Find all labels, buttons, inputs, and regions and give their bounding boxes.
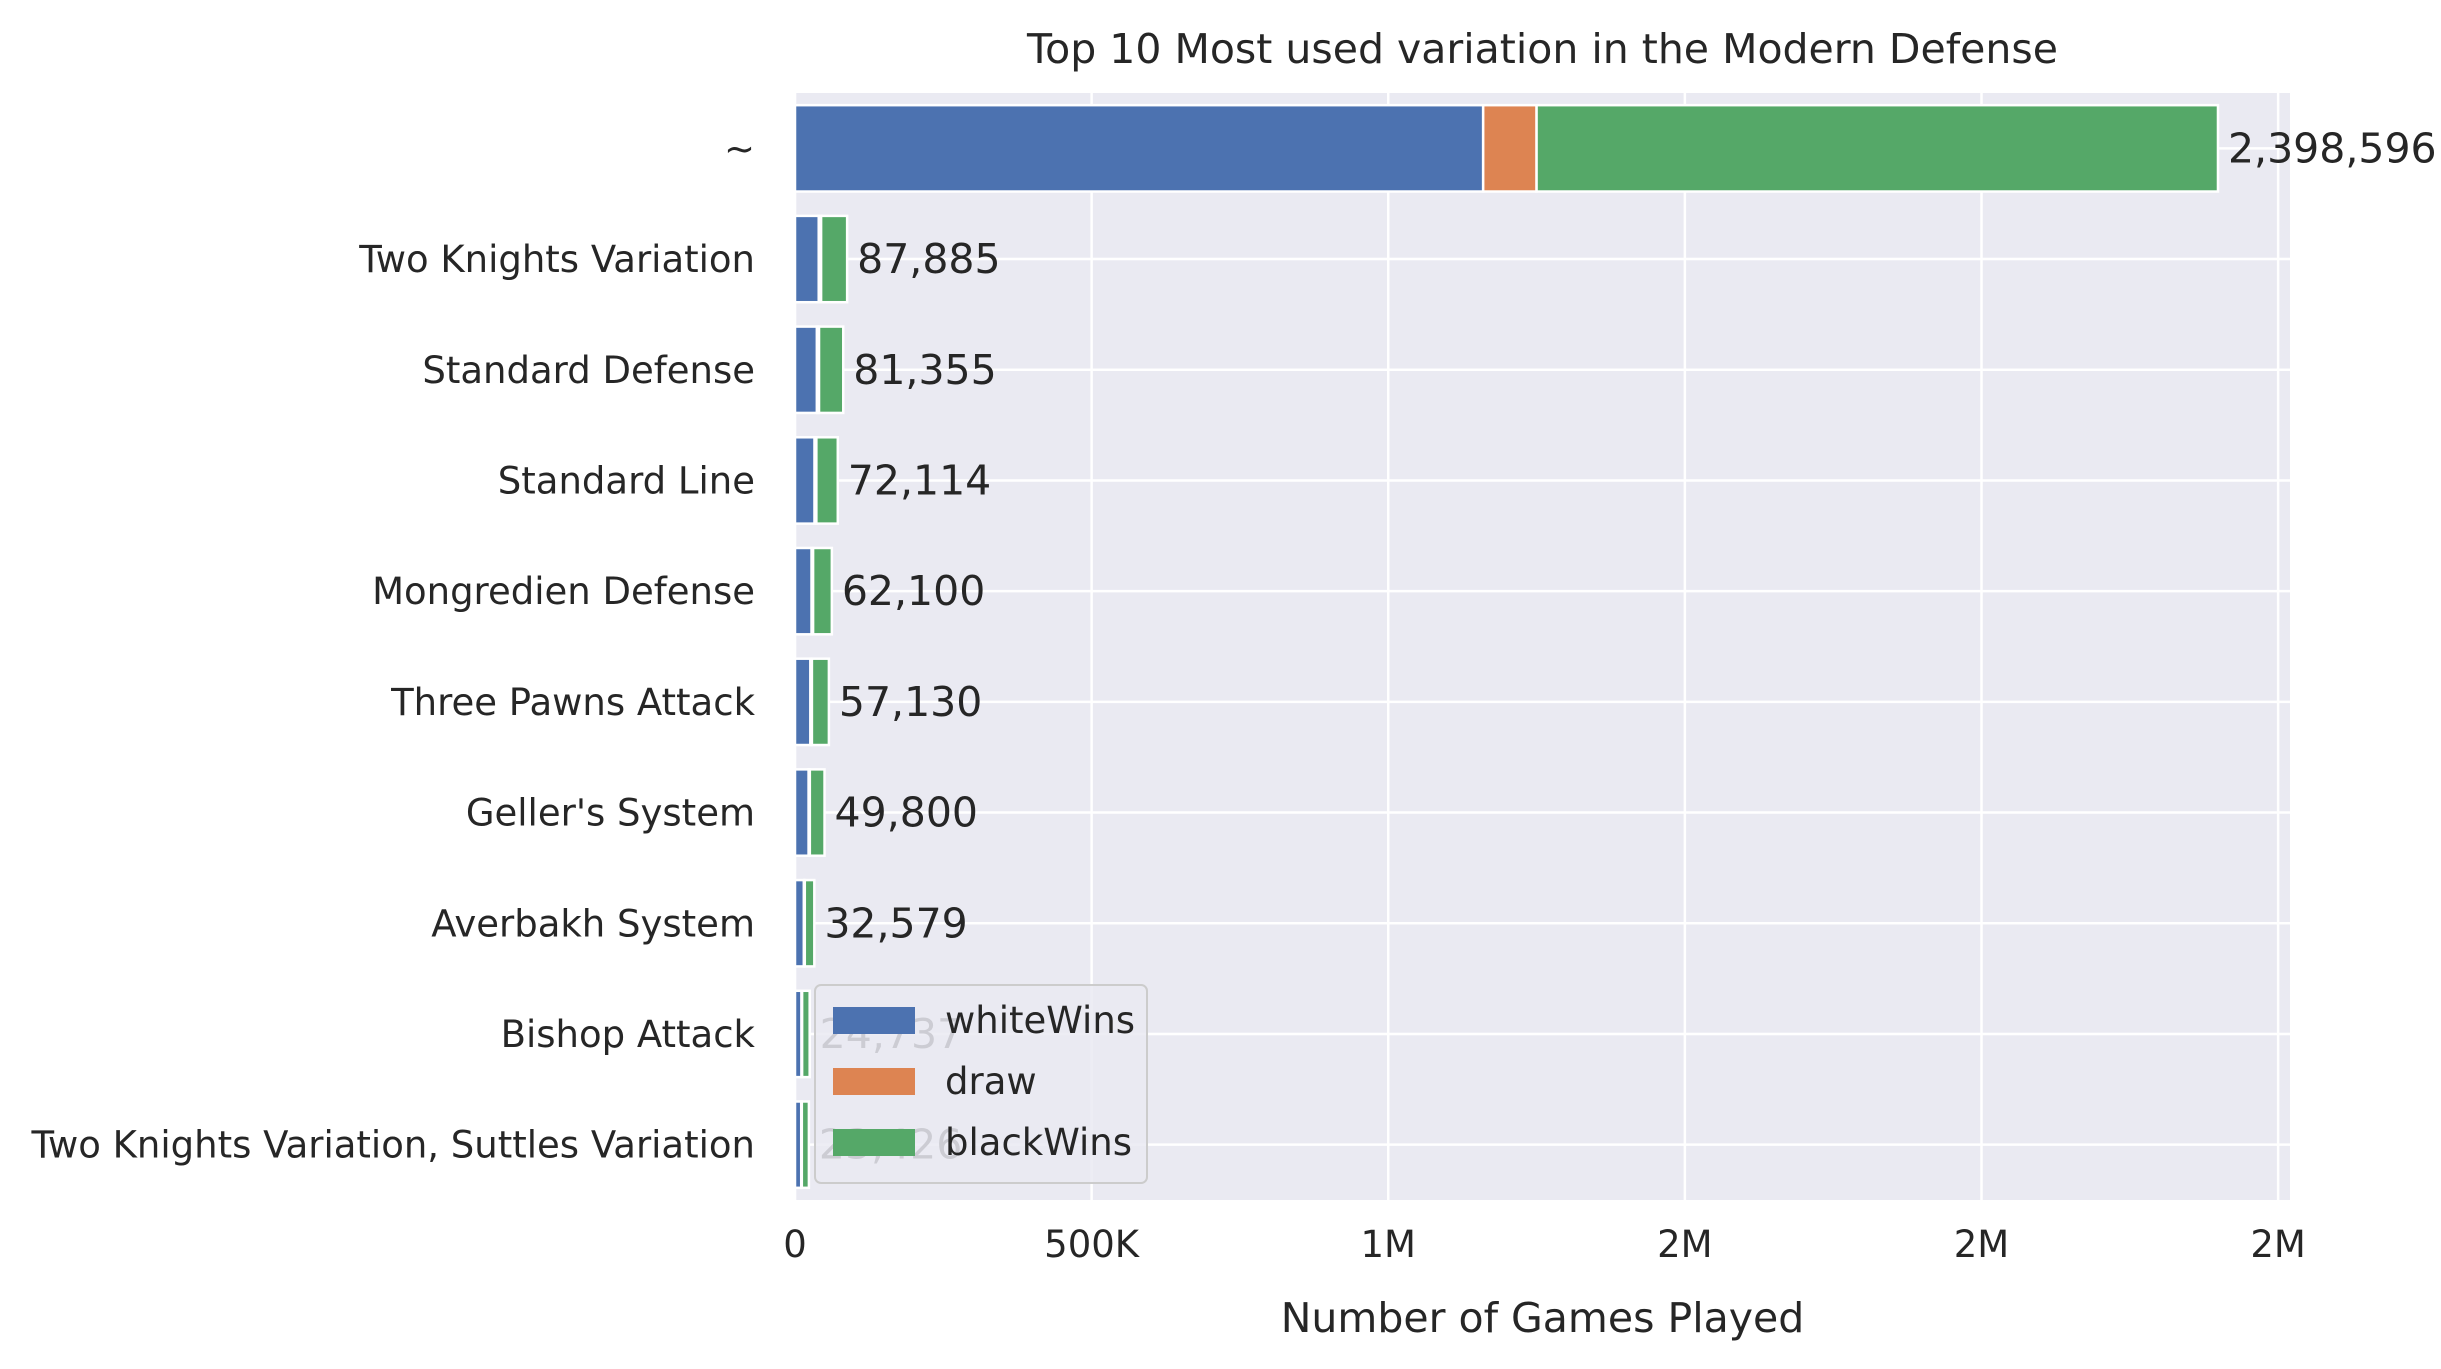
category-label: Three Pawns Attack — [390, 681, 756, 724]
category-label: Two Knights Variation — [358, 238, 755, 281]
legend-swatch-blackWins — [833, 1129, 915, 1156]
bar-blackWins — [1535, 103, 2220, 193]
x-tick-label: 500K — [1044, 1223, 1141, 1266]
category-label: Averbakh System — [431, 902, 755, 945]
bar-whiteWins — [793, 325, 819, 415]
x-tick-labels: 0 500K 1M 2M 2M 2M — [783, 1223, 2306, 1266]
category-label: ~ — [724, 127, 755, 170]
bar-whiteWins — [793, 768, 810, 857]
bar-whiteWins — [793, 214, 820, 304]
x-tick-label: 2M — [1954, 1223, 2009, 1266]
bar-whiteWins — [793, 103, 1485, 193]
bar-blackWins — [817, 325, 845, 415]
category-label: Geller's System — [466, 792, 755, 835]
category-label: Standard Defense — [422, 349, 755, 392]
category-labels: ~ Two Knights Variation Standard Defense St… — [31, 127, 756, 1166]
bar-draw — [1481, 103, 1538, 193]
x-axis-label: Number of Games Played — [1281, 1294, 1805, 1342]
bar-blackWins — [800, 989, 811, 1079]
bar-whiteWins — [793, 878, 806, 968]
category-label: Two Knights Variation, Suttles Variation — [31, 1124, 755, 1167]
legend-label: draw — [945, 1060, 1037, 1103]
bar-blackWins — [803, 878, 816, 968]
category-label: Mongredien Defense — [372, 570, 755, 613]
total-label: 62,100 — [842, 567, 985, 615]
total-label: 72,114 — [848, 456, 991, 504]
x-tick-label: 1M — [1361, 1223, 1416, 1266]
bar-whiteWins — [793, 546, 813, 636]
legend-label: whiteWins — [945, 999, 1135, 1042]
x-tick-label: 2M — [1657, 1223, 1712, 1266]
legend-swatch-draw — [833, 1068, 915, 1095]
x-tick-label: 2M — [2250, 1223, 2305, 1266]
bar-whiteWins — [793, 436, 816, 525]
bar-blackWins — [815, 436, 840, 525]
total-label: 87,885 — [857, 235, 1000, 283]
bar-blackWins — [800, 1100, 811, 1190]
bar-blackWins — [819, 214, 849, 304]
grid — [793, 93, 2290, 1200]
bar-blackWins — [808, 768, 826, 857]
legend-swatch-whiteWins — [833, 1007, 915, 1034]
bar-whiteWins — [793, 657, 812, 747]
legend: whiteWins draw blackWins — [814, 984, 1148, 1184]
x-tick-label: 0 — [783, 1223, 807, 1266]
category-label: Bishop Attack — [501, 1013, 756, 1056]
total-label: 49,800 — [835, 789, 978, 837]
legend-label: blackWins — [945, 1121, 1132, 1164]
bar-blackWins — [811, 546, 834, 636]
bars — [793, 103, 2220, 1190]
total-label: 32,579 — [824, 899, 967, 947]
category-label: Standard Line — [498, 459, 755, 502]
chart-title: Top 10 Most used variation in the Modern… — [1026, 25, 2058, 73]
total-label: 2,398,596 — [2228, 124, 2437, 172]
total-label: 57,130 — [839, 678, 982, 726]
total-label: 81,355 — [853, 346, 996, 394]
bar-blackWins — [810, 657, 831, 747]
